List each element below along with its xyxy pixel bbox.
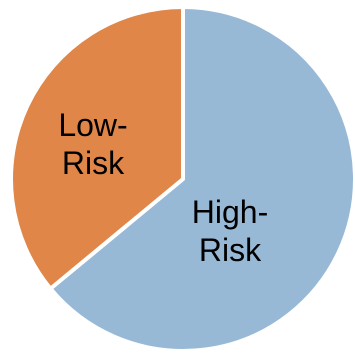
- pie-slice-label-line: Risk: [199, 232, 262, 268]
- pie-slice-label: High-Risk: [192, 194, 268, 268]
- pie-slice-highrisk: [48, 5, 355, 353]
- pie-slices: [9, 5, 355, 353]
- pie-slice-lowrisk: [9, 5, 185, 291]
- pie-slice-label-line: Risk: [62, 145, 125, 181]
- pie-slice-label: Low-Risk: [58, 107, 127, 181]
- pie-slice-label-line: Low-: [58, 107, 127, 143]
- pie-slice-label-line: High-: [192, 194, 268, 230]
